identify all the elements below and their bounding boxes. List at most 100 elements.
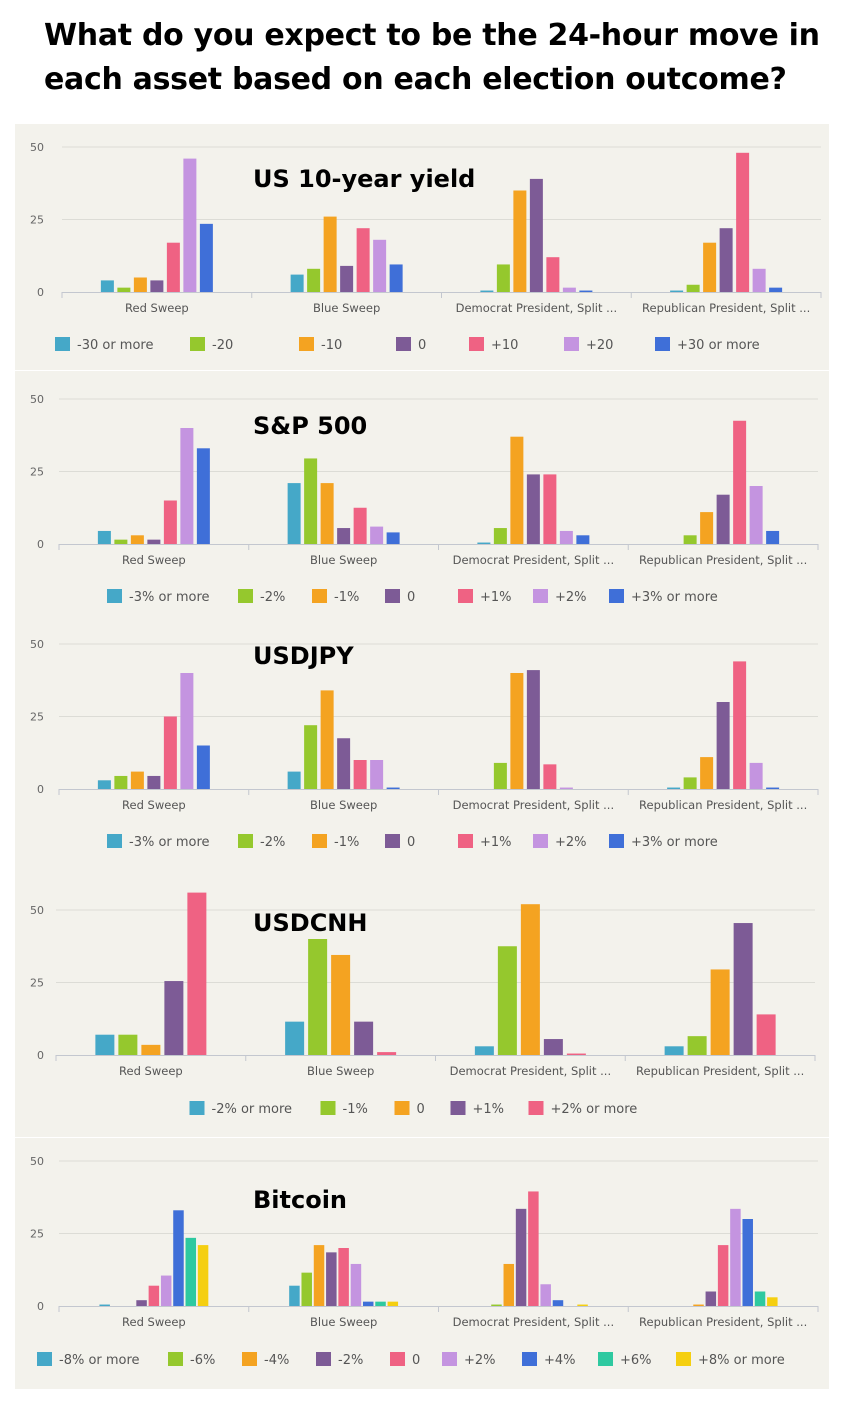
legend-swatch [598,1352,613,1366]
legend-item[interactable]: -1% [320,1101,368,1117]
category-label: Blue Sweep [307,1064,374,1078]
legend-item[interactable]: +6% [598,1352,652,1368]
bar [301,1272,312,1306]
legend-item[interactable]: +2% [533,589,587,605]
legend-label: +2% [555,835,587,850]
chart-title: Bitcoin [253,1186,347,1214]
legend-swatch [320,1101,336,1115]
y-tick-label: 0 [37,286,44,299]
legend-item[interactable]: +30 or more [655,337,760,353]
legend-item[interactable]: -30 or more [55,337,153,353]
bar [559,530,573,544]
category-label: Blue Sweep [310,798,377,812]
legend-swatch [316,1352,331,1366]
legend-item[interactable]: -2% [316,1352,363,1368]
bar [185,1237,197,1306]
y-tick-label: 50 [30,638,44,651]
category-label: Republican President, Split ... [636,1064,804,1078]
chart-title: USDJPY [253,642,354,670]
legend-item[interactable]: -3% or more [107,834,210,850]
bar [337,528,351,544]
bar [130,771,144,789]
legend-item[interactable]: 0 [396,337,426,353]
legend-item[interactable]: +8% or more [676,1352,785,1368]
legend-label: -3% or more [129,590,210,605]
legend-label: +4% [544,1353,576,1368]
bar [307,268,321,292]
bar [559,787,573,789]
legend-item[interactable]: +3% or more [609,834,718,850]
legend-item[interactable]: -8% or more [37,1352,140,1368]
legend-item[interactable]: -10 [299,337,342,353]
chart-svg: 0 25 50 Red Sweep Blue Sweep Democrat Preside… [30,393,819,605]
legend-item[interactable]: +1% [458,834,512,850]
legend-item[interactable]: -20 [190,337,233,353]
bar [752,268,766,292]
bar [338,1248,349,1306]
legend-item[interactable]: -1% [312,589,359,605]
legend-label: -8% or more [59,1353,140,1368]
bar [180,428,194,544]
legend-item[interactable]: +2% [533,834,587,850]
bar [304,725,318,789]
legend-item[interactable]: -4% [242,1352,289,1368]
legend-swatch [564,337,579,351]
bar [148,1285,160,1306]
y-tick-label: 0 [37,1049,44,1062]
bar [667,787,681,789]
bar [510,673,524,789]
bar [350,1263,362,1306]
chart-panel-usdjpy: 0 25 50 Red Sweep Blue Sweep Democrat Preside… [15,614,829,876]
legend-item[interactable]: 0 [385,834,415,850]
legend-item[interactable]: -3% or more [107,589,210,605]
bar [543,474,557,544]
bar [546,257,560,292]
category-label: Red Sweep [122,553,186,567]
chart-svg: 0 25 50 Red Sweep Blue Sweep Democrat Preside… [30,638,819,850]
bar [526,474,540,544]
bar [756,1014,776,1055]
bar [150,280,164,292]
y-tick-label: 50 [30,1155,44,1168]
y-tick-label: 50 [30,904,44,917]
bar [308,939,328,1055]
legend-item[interactable]: 0 [394,1101,425,1117]
bar [290,274,304,292]
bar [705,1291,717,1306]
bar [130,535,144,544]
category-label: Red Sweep [125,301,189,315]
bar [749,486,763,544]
bar [389,264,403,292]
legend-item[interactable]: +3% or more [609,589,718,605]
legend-item[interactable]: +2% [442,1352,496,1368]
legend-item[interactable]: -2% [238,834,285,850]
legend-swatch [522,1352,537,1366]
bar [513,190,527,292]
legend-item[interactable]: +4% [522,1352,576,1368]
legend-item[interactable]: -2% [238,589,285,605]
bar [163,716,177,789]
legend-item[interactable]: +1% [450,1101,505,1117]
chart-panel-us10y: 0 25 50 Red Sweep Blue Sweep Democrat Preside… [15,124,829,370]
legend-item[interactable]: +20 [564,337,613,353]
legend-label: -2% [260,590,285,605]
category-label: Republican President, Split ... [639,1315,807,1329]
category-label: Republican President, Split ... [639,798,807,812]
legend-item[interactable]: 0 [390,1352,420,1368]
bar [767,1297,778,1306]
legend-item[interactable]: -1% [312,834,359,850]
legend-swatch [238,834,253,848]
legend-item[interactable]: +10 [469,337,518,353]
legend-item[interactable]: +2% or more [528,1101,638,1117]
chart-title: USDCNH [253,909,367,937]
bar [356,228,370,292]
bar [528,1191,539,1306]
legend-item[interactable]: 0 [385,589,415,605]
bar [331,954,351,1055]
legend-item[interactable]: -2% or more [189,1101,293,1117]
bar [730,1208,741,1306]
bar [717,1245,729,1306]
legend-swatch [312,834,327,848]
legend-item[interactable]: -6% [168,1352,215,1368]
legend-item[interactable]: +1% [458,589,512,605]
